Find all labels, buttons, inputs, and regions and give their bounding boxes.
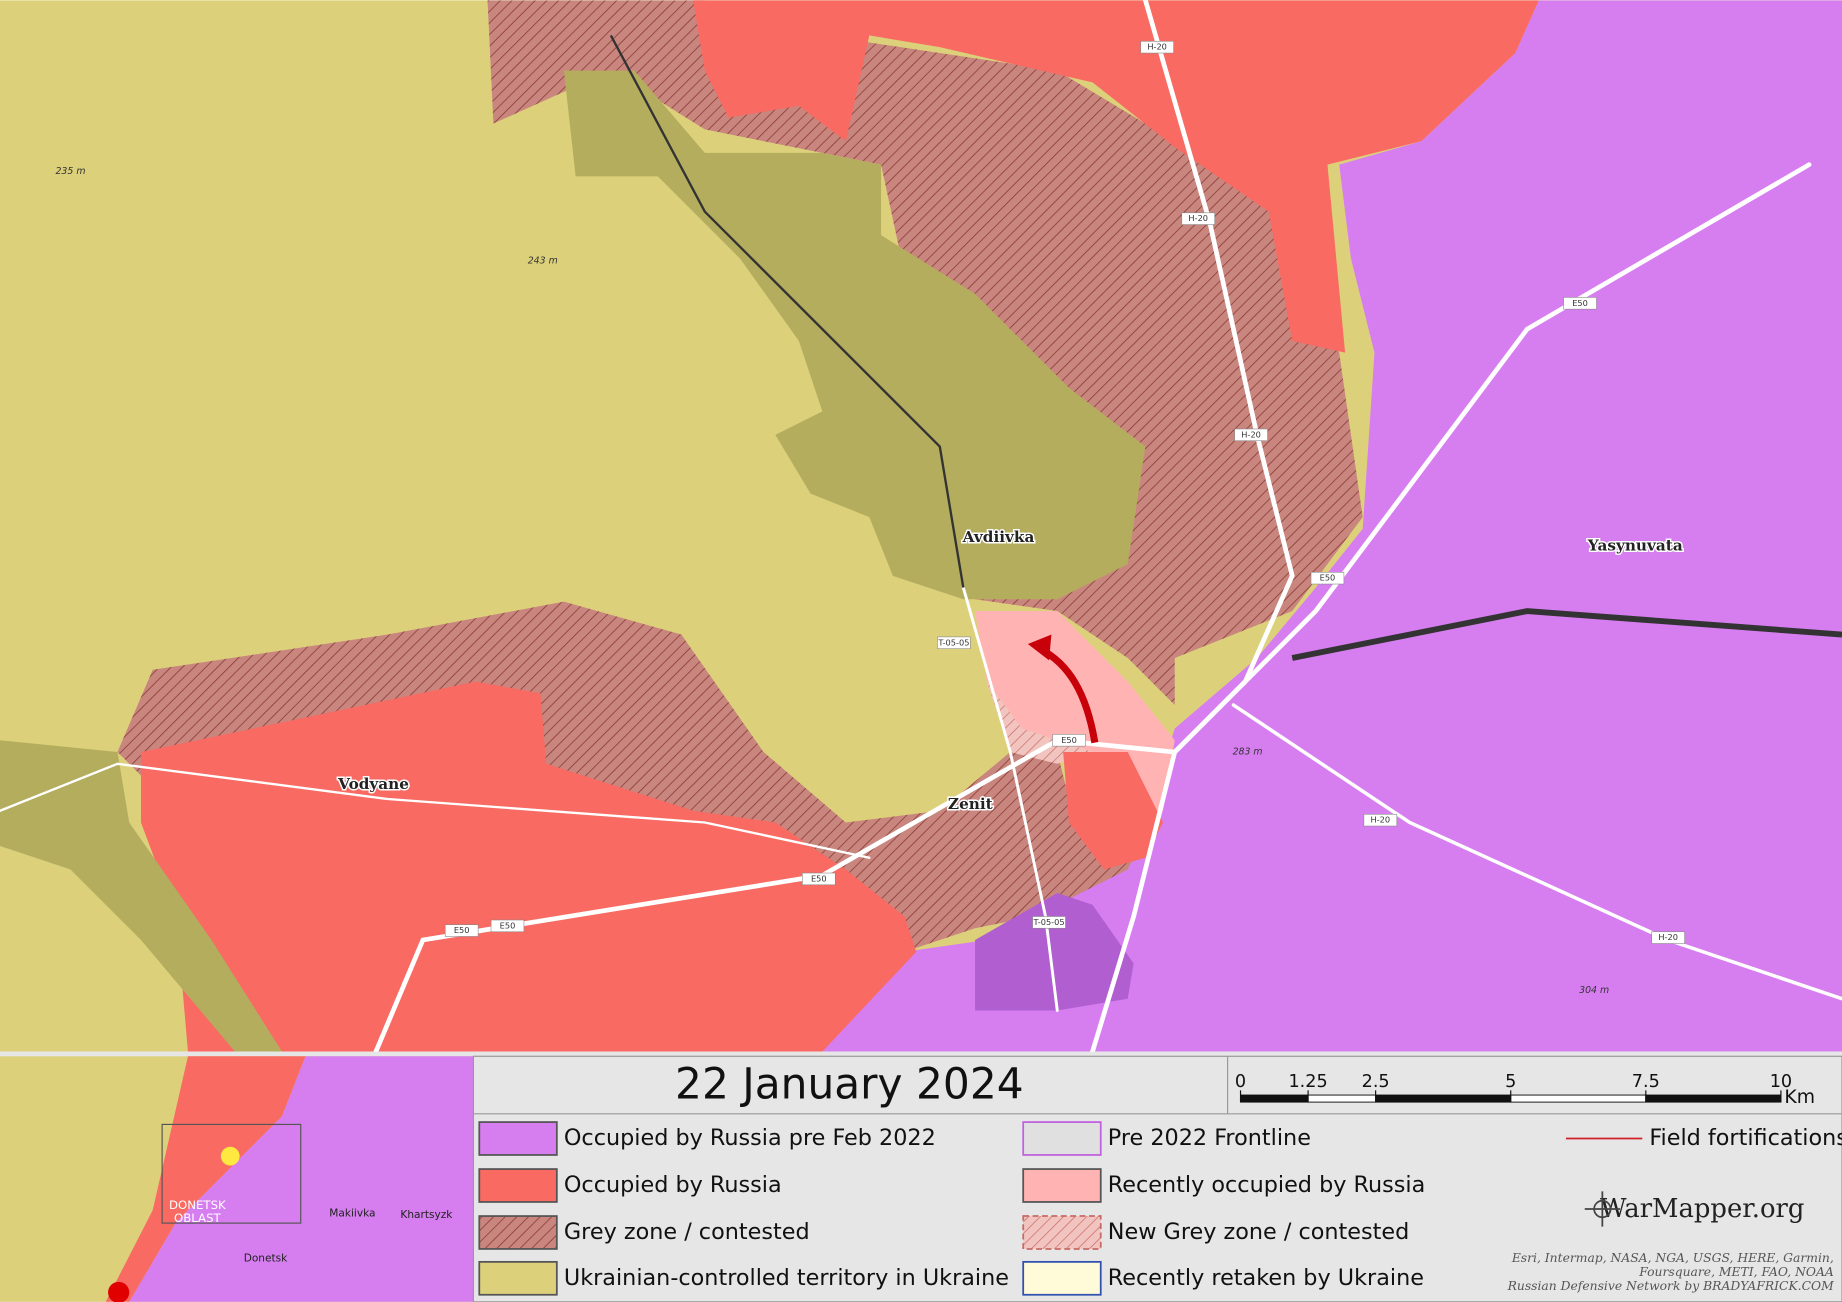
road-shield [444,924,479,937]
inset-label: Khartsyzk [400,1209,453,1221]
scale-tick-label: 0 [1235,1072,1246,1092]
legend-label: Occupied by Russia [564,1172,782,1198]
inset-label: DONETSK [169,1198,226,1212]
inset-label: Donetsk [244,1252,288,1264]
inset-occupied [105,1056,306,1302]
road-label: H-20 [1188,213,1208,223]
road-shield [1310,571,1345,585]
scale-segment [1510,1094,1647,1103]
scale-segment [1645,1094,1782,1103]
road-label: T-05-05 [937,637,969,647]
legend-swatch [478,1121,558,1156]
elevation-label: 243 m [528,255,558,266]
brand: WarMapper.org [1600,1194,1804,1224]
place-label: Vodyane [337,775,409,793]
legend-swatch [478,1260,558,1296]
road-shield [1651,931,1685,944]
inset-label: OBLAST [174,1211,222,1225]
legend-label: Pre 2022 Frontline [1108,1125,1311,1151]
road-shield [1563,297,1597,310]
inset-label: Makiivka [329,1208,375,1220]
railway [609,34,965,588]
elevation-label: 235 m [55,166,85,177]
road-label: E50 [500,920,516,930]
russia-area [1063,752,1163,870]
grey-zone [117,601,1152,952]
pre2022-area [975,892,1134,1011]
legend-label: Occupied by Russia pre Feb 2022 [564,1125,936,1151]
legend-label: Ukrainian-controlled territory in Ukrain… [564,1265,1009,1291]
legend-swatch [478,1215,558,1250]
road-label: H-20 [1371,815,1391,825]
road-shield [1052,734,1086,747]
inset-marker [108,1281,130,1302]
legend-swatch [1022,1260,1102,1296]
legend-swatch [478,1168,558,1203]
credits: Esri, Intermap, NASA, NGA, USGS, HERE, G… [1511,1251,1834,1265]
road-shield [1032,916,1066,929]
scale-tick-label: 5 [1505,1072,1516,1092]
railway [1291,608,1842,661]
scale-segment [1307,1094,1377,1103]
road-label: E50 [1061,735,1077,745]
legend-label: New Grey zone / contested [1108,1219,1410,1245]
road-shield [1181,212,1215,225]
road-label: H-20 [1147,42,1167,52]
legend-label: Recently occupied by Russia [1108,1172,1426,1198]
road-label: E50 [811,873,827,883]
place-label: Yasynuvata [1587,536,1683,554]
city-area [563,70,1146,600]
legend-label: Recently retaken by Ukraine [1108,1265,1424,1291]
road-label: E50 [1320,573,1336,583]
roads [0,0,1842,1052]
road-label: H-20 [1241,429,1261,439]
compass [1584,1191,1620,1227]
russia-area [140,681,917,1052]
road-shield [802,872,836,886]
road-label: E50 [1572,298,1588,308]
attack-arrowhead [1027,634,1052,661]
legend-label: Field fortifications [1649,1125,1842,1151]
legend-label: Grey zone / contested [564,1219,810,1245]
scale-tick-label: 7.5 [1632,1072,1660,1092]
inset-frame [161,1123,302,1224]
inset-marker [220,1146,240,1166]
road-shield [1363,813,1398,827]
elevation-label: 283 m [1233,747,1263,758]
scale-tick-label: 10 [1770,1072,1792,1092]
scale-tick-label: 2.5 [1362,1072,1390,1092]
road-shield [937,636,971,649]
legend-swatch [1022,1121,1102,1156]
credits: Russian Defensive Network by BRADYAFRICK… [1507,1279,1835,1293]
map-area [0,0,1842,1052]
scale-segment [1240,1094,1309,1103]
date-title: 22 January 2024 [675,1059,1024,1108]
scale-tick-label: 1.25 [1288,1072,1327,1092]
legend-swatch [1022,1168,1102,1203]
place-label: Zenit [948,795,993,813]
road-label: T-05-05 [1032,917,1064,927]
place-label: Avdiivka [962,528,1035,546]
credits: Foursquare, METI, FAO, NOAA [1638,1265,1834,1279]
scale-segment [1375,1094,1512,1103]
road-shield [490,919,525,933]
road-label: H-20 [1658,932,1678,942]
road-shield [1234,428,1268,442]
road-label: E50 [454,925,470,935]
road-shield [1140,41,1174,54]
russia-area [693,0,1539,353]
legend-swatch [1022,1215,1102,1250]
city-area [0,740,282,1052]
elevation-label: 304 m [1579,985,1609,996]
scale-unit: Km [1784,1087,1815,1108]
pre2022-area [822,0,1842,1052]
